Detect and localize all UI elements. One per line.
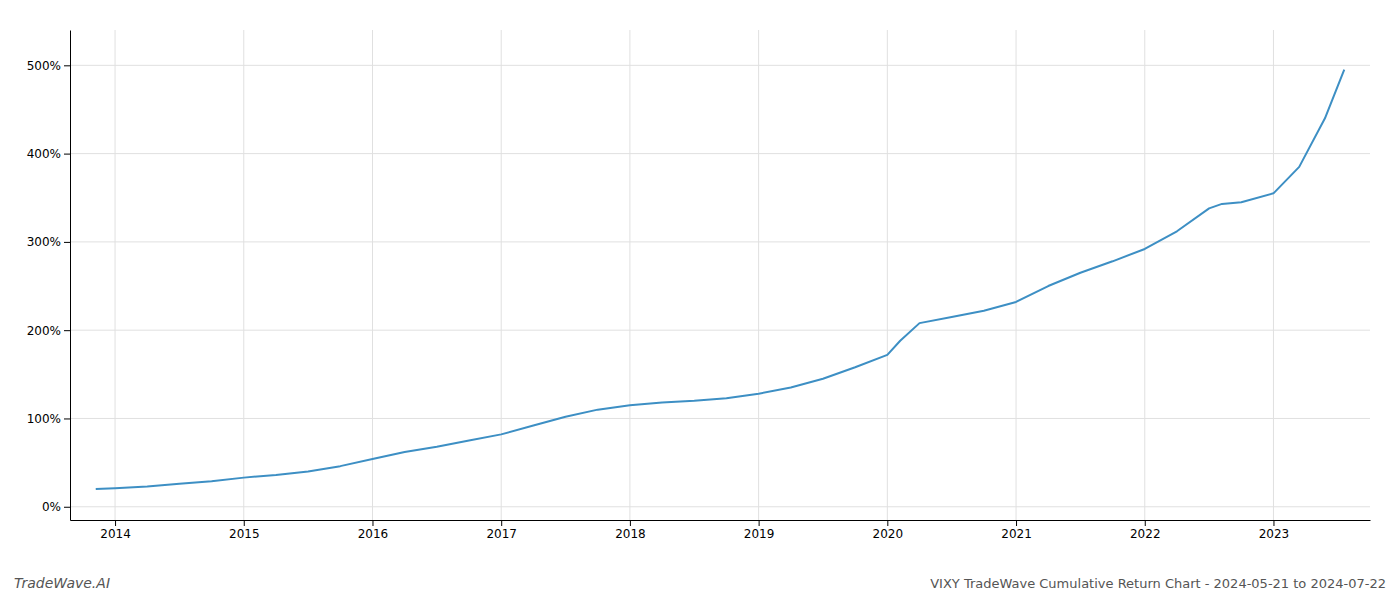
grid-line-x — [887, 30, 888, 520]
x-tick-label: 2016 — [358, 527, 389, 541]
x-tick-label: 2017 — [486, 527, 517, 541]
x-tick-mark — [887, 520, 888, 526]
x-tick-mark — [115, 520, 116, 526]
y-tick-label: 200% — [27, 324, 61, 338]
line — [96, 70, 1345, 489]
x-tick: 2023 — [1259, 520, 1290, 541]
y-tick: 500% — [27, 59, 70, 73]
y-tick-mark — [64, 418, 70, 419]
grid-line-x — [758, 30, 759, 520]
x-tick: 2017 — [486, 520, 517, 541]
y-tick: 0% — [42, 500, 70, 514]
axis-line — [70, 31, 71, 521]
x-tick-label: 2021 — [1001, 527, 1032, 541]
x-tick: 2020 — [873, 520, 904, 541]
x-axis: 2014 2015 2016 2017 2018 2019 2020 2021 2022 2023 — [71, 520, 1371, 541]
plot-area: 2014 2015 2016 2017 2018 2019 2020 2021 2022 2023… — [27, 30, 1371, 541]
y-tick-label: 0% — [42, 500, 61, 514]
grid-line-x — [243, 30, 244, 520]
y-tick: 200% — [27, 324, 70, 338]
x-tick-label: 2015 — [229, 527, 260, 541]
grid-line-x — [115, 30, 116, 520]
x-tick-label: 2020 — [873, 527, 904, 541]
grid-line-y — [70, 506, 1370, 507]
x-tick-mark — [1016, 520, 1017, 526]
grid-line-x — [629, 30, 630, 520]
y-axis: 0% 100% 200% 300% 400% 500% — [27, 31, 71, 521]
y-tick: 300% — [27, 235, 70, 249]
grid-line-y — [70, 418, 1370, 419]
x-tick: 2014 — [100, 520, 131, 541]
grid-line-x — [372, 30, 373, 520]
grid-line-x — [501, 30, 502, 520]
x-tick-mark — [244, 520, 245, 526]
y-tick: 100% — [27, 412, 70, 426]
grid — [70, 30, 1370, 520]
y-tick-mark — [64, 242, 70, 243]
grid-line-y — [70, 153, 1370, 154]
x-tick: 2019 — [744, 520, 775, 541]
x-tick-mark — [372, 520, 373, 526]
x-tick-mark — [1273, 520, 1274, 526]
x-tick-label: 2014 — [100, 527, 131, 541]
x-tick-label: 2023 — [1259, 527, 1290, 541]
x-tick-label: 2022 — [1130, 527, 1161, 541]
grid-line-x — [1016, 30, 1017, 520]
x-tick-mark — [1145, 520, 1146, 526]
watermark: TradeWave.AI — [14, 575, 110, 591]
y-tick-label: 500% — [27, 59, 61, 73]
x-tick: 2016 — [358, 520, 389, 541]
y-tick-mark — [64, 65, 70, 66]
title: VIXY TradeWave Cumulative Return Chart -… — [930, 576, 1386, 591]
y-tick-mark — [64, 330, 70, 331]
y-tick-label: 100% — [27, 412, 61, 426]
grid-line-x — [1273, 30, 1274, 520]
x-tick-mark — [630, 520, 631, 526]
y-tick-mark — [64, 507, 70, 508]
grid-line-y — [70, 241, 1370, 242]
grid-line-y — [70, 330, 1370, 331]
grid-line-x — [1144, 30, 1145, 520]
axis-line — [71, 520, 1371, 521]
y-tick-label: 300% — [27, 235, 61, 249]
x-tick: 2015 — [229, 520, 260, 541]
grid-line-y — [70, 65, 1370, 66]
x-tick: 2021 — [1001, 520, 1032, 541]
x-tick: 2022 — [1130, 520, 1161, 541]
marks — [96, 70, 1345, 489]
x-tick-label: 2018 — [615, 527, 646, 541]
x-tick-mark — [501, 520, 502, 526]
y-tick-label: 400% — [27, 147, 61, 161]
x-tick-mark — [759, 520, 760, 526]
y-tick: 400% — [27, 147, 70, 161]
x-tick-label: 2019 — [744, 527, 775, 541]
x-tick: 2018 — [615, 520, 646, 541]
chart-svg: 2014 2015 2016 2017 2018 2019 2020 2021 2022 2023… — [0, 0, 1400, 600]
y-tick-mark — [64, 154, 70, 155]
